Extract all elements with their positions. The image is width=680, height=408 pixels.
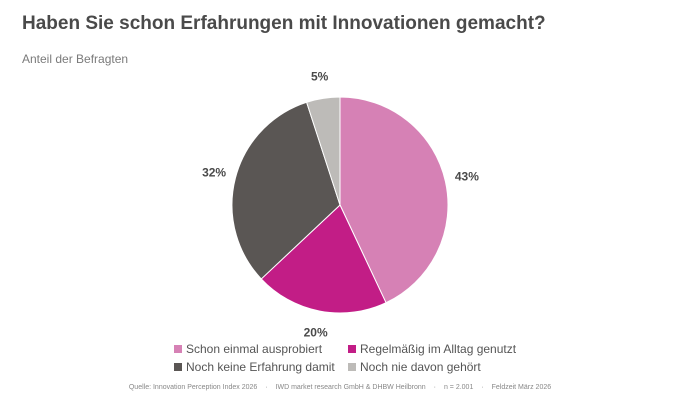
slice-label: 32% <box>202 166 226 180</box>
slice-label: 5% <box>311 70 329 84</box>
separator: · <box>433 384 436 391</box>
legend-item: Noch keine Erfahrung damit <box>174 360 342 374</box>
legend-item: Regelmäßig im Alltag genutzt <box>348 342 548 356</box>
chart-title: Haben Sie schon Erfahrungen mit Innovati… <box>22 13 546 34</box>
pie-slice <box>260 204 387 314</box>
pie-slice <box>339 96 449 304</box>
separator: · <box>265 384 268 391</box>
pie-slice <box>231 101 341 280</box>
chart-subtitle: Anteil der Befragten <box>22 52 129 66</box>
separator: · <box>481 384 484 391</box>
legend-item: Noch nie davon gehört <box>348 360 548 374</box>
source-text: Quelle: Innovation Perception Index 2026 <box>128 384 258 391</box>
slice-label: 43% <box>455 170 479 184</box>
legend-swatch <box>348 363 356 371</box>
pie-chart: 43% 20% 32% 5% <box>202 70 479 340</box>
legend-swatch <box>174 345 182 353</box>
legend-label: Schon einmal ausprobiert <box>186 342 323 356</box>
legend-label: Noch keine Erfahrung damit <box>186 360 335 374</box>
legend: Schon einmal ausprobiert Regelmäßig im A… <box>174 342 548 374</box>
legend-label: Regelmäßig im Alltag genutzt <box>360 342 517 356</box>
legend-item: Schon einmal ausprobiert <box>174 342 342 356</box>
field-period-text: Feldzeit März 2026 <box>491 384 552 391</box>
publisher-text: IWD market research GmbH & DHBW Heilbron… <box>275 384 426 391</box>
sample-size-text: n = 2.001 <box>443 384 474 391</box>
pie-slice <box>305 96 341 206</box>
legend-swatch <box>348 345 356 353</box>
source-note: Quelle: Innovation Perception Index 2026… <box>0 384 680 391</box>
legend-label: Noch nie davon gehört <box>360 360 481 374</box>
legend-swatch <box>174 363 182 371</box>
slice-label: 20% <box>304 326 328 340</box>
